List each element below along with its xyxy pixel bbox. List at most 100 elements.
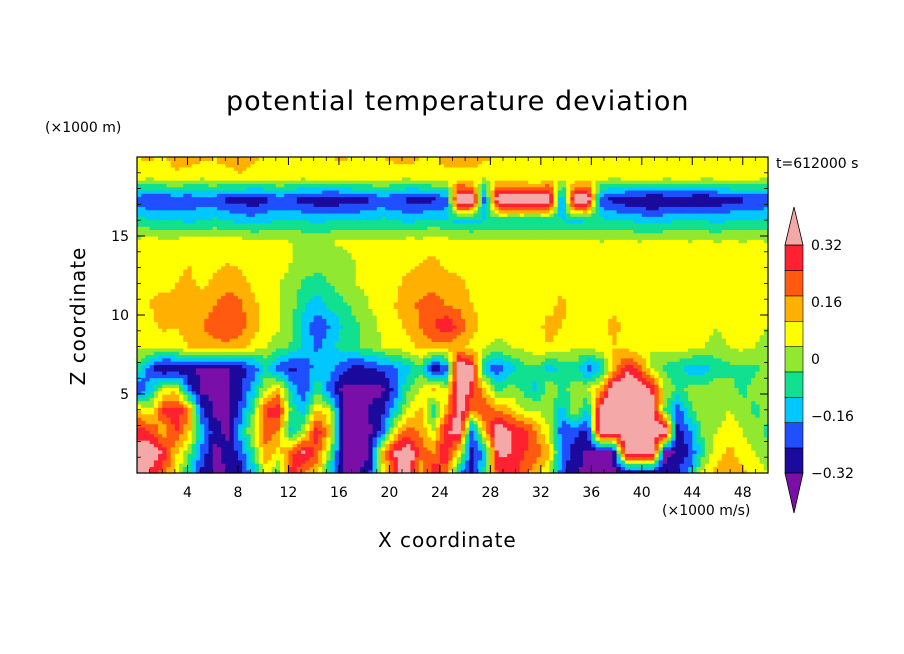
field-cell <box>221 440 226 444</box>
field-cell <box>137 417 142 421</box>
field-cell <box>553 466 559 471</box>
field-cell <box>183 459 189 464</box>
field-cell <box>536 436 542 441</box>
field-cell <box>713 443 719 448</box>
field-cell <box>595 430 601 435</box>
field-cell <box>410 420 416 425</box>
field-cell <box>280 397 285 402</box>
field-cell <box>671 420 677 425</box>
field-cell <box>296 426 302 431</box>
field-cell <box>385 453 390 458</box>
field-cell <box>540 420 546 425</box>
field-cell <box>296 417 302 421</box>
field-cell <box>528 407 534 412</box>
field-cell <box>145 433 151 438</box>
field-cell <box>679 394 685 398</box>
field-cell <box>683 436 689 441</box>
field-cell <box>549 456 555 461</box>
field-cell <box>700 426 706 431</box>
field-cell <box>549 423 555 428</box>
field-cell <box>359 407 365 412</box>
field-cell <box>334 400 340 405</box>
field-cell <box>368 436 374 441</box>
field-cell <box>242 390 247 395</box>
field-cell <box>183 469 189 474</box>
field-cell <box>141 449 147 454</box>
field-cell <box>490 463 496 468</box>
field-cell <box>153 403 159 408</box>
field-cell <box>671 466 677 471</box>
field-cell <box>540 443 546 448</box>
field-cell <box>465 430 470 435</box>
field-cell <box>469 413 475 418</box>
field-cell <box>536 426 542 431</box>
field-cell <box>372 390 378 395</box>
field-cell <box>141 413 147 418</box>
field-cell <box>595 469 601 474</box>
field-cell <box>561 440 567 444</box>
field-cell <box>624 463 630 468</box>
field-cell <box>557 420 563 425</box>
field-cell <box>667 410 672 415</box>
field-cell <box>162 456 168 461</box>
field-cell <box>267 397 273 402</box>
field-cell <box>679 433 685 438</box>
field-cell <box>616 433 622 438</box>
field-cell <box>721 453 727 458</box>
field-cell <box>246 466 252 471</box>
field-cell <box>380 430 386 435</box>
field-cell <box>174 420 180 425</box>
field-cell <box>650 446 656 451</box>
field-cell <box>763 449 769 454</box>
field-cell <box>334 403 340 408</box>
field-cell <box>738 466 744 471</box>
field-cell <box>746 463 752 468</box>
field-cell <box>229 446 235 451</box>
field-cell <box>536 400 542 405</box>
field-cell <box>141 394 147 398</box>
field-cell <box>221 420 226 425</box>
field-cell <box>427 436 433 441</box>
field-cell <box>402 446 407 451</box>
field-cell <box>389 446 395 451</box>
field-cell <box>170 426 176 431</box>
field-cell <box>179 407 184 412</box>
field-cell <box>524 407 529 412</box>
field-cell <box>557 400 563 405</box>
field-cell <box>717 407 723 412</box>
field-cell <box>667 443 672 448</box>
field-cell <box>498 443 504 448</box>
field-cell <box>254 436 260 441</box>
field-cell <box>662 456 668 461</box>
field-cell <box>746 413 752 418</box>
field-cell <box>603 449 609 454</box>
field-cell <box>166 453 172 458</box>
field-cell <box>212 436 218 441</box>
field-cell <box>460 449 466 454</box>
field-cell <box>423 469 428 474</box>
field-cell <box>179 453 184 458</box>
field-cell <box>372 440 378 444</box>
field-cell <box>612 469 618 474</box>
field-cell <box>557 449 563 454</box>
field-cell <box>755 410 761 415</box>
field-cell <box>275 456 281 461</box>
field-cell <box>641 394 647 398</box>
field-cell <box>158 449 163 454</box>
field-cell <box>200 469 205 474</box>
field-cell <box>431 394 437 398</box>
field-cell <box>448 466 454 471</box>
field-cell <box>162 440 168 444</box>
field-cell <box>688 463 693 468</box>
field-cell <box>616 400 622 405</box>
field-cell <box>364 453 369 458</box>
field-cell <box>688 469 693 474</box>
field-cell <box>477 407 483 412</box>
field-cell <box>431 469 437 474</box>
field-cell <box>423 466 428 471</box>
field-cell <box>599 440 605 444</box>
field-cell <box>338 403 344 408</box>
field-cell <box>313 469 319 474</box>
field-cell <box>431 436 437 441</box>
field-cell <box>208 400 214 405</box>
